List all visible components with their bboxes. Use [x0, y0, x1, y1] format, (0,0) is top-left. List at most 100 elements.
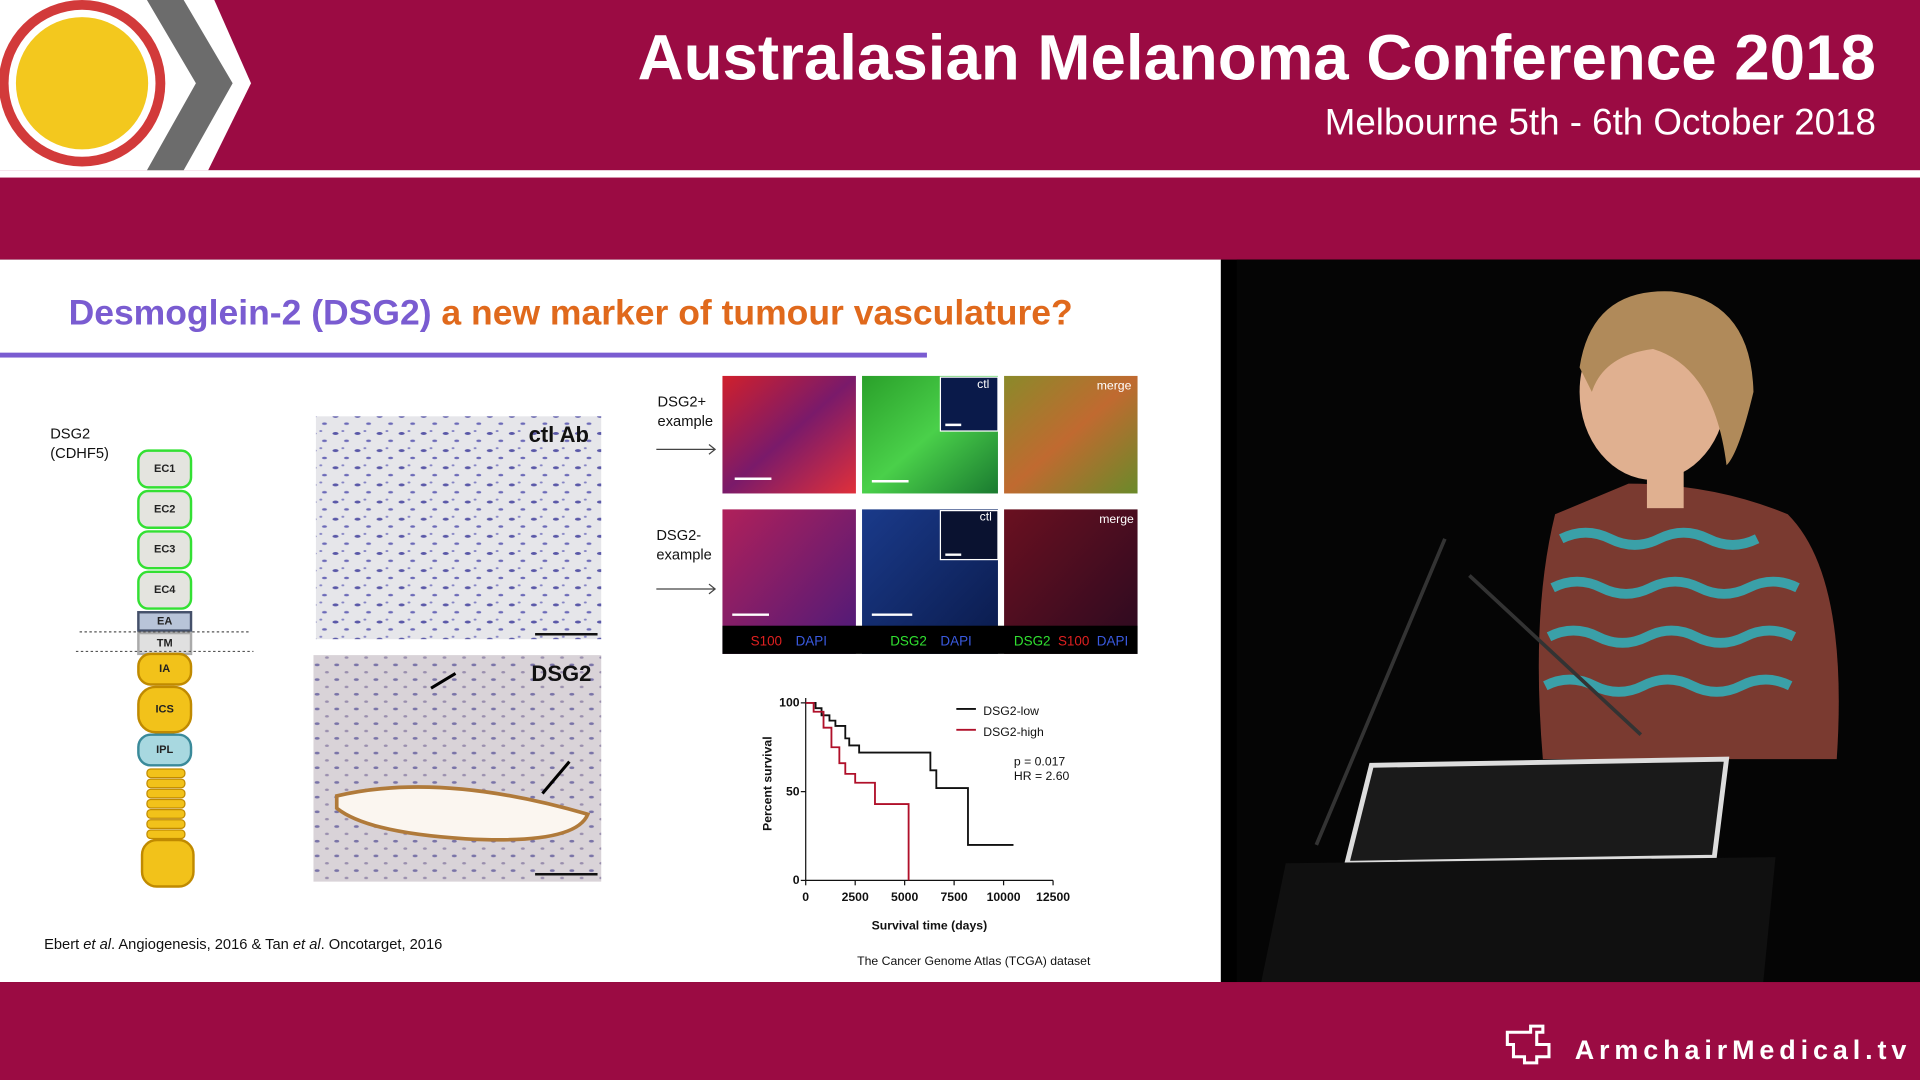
domain-stripe — [146, 798, 186, 809]
stain-label: DSG2 DAPI — [890, 633, 972, 648]
x-tick-label: 5000 — [891, 890, 918, 904]
slide-title: Desmoglein-2 (DSG2) a new marker of tumo… — [69, 292, 1073, 332]
x-axis-label: Survival time (days) — [872, 918, 988, 932]
stain: DAPI — [796, 633, 827, 648]
dress-pattern — [1543, 527, 1800, 697]
survival-curve — [805, 701, 1014, 846]
domain-diagram: EC1 EC2 EC3 EC4 EA TM IA ICS IPL — [137, 449, 195, 888]
legend-label: DSG2-high — [983, 725, 1044, 739]
x-tick-label: 12500 — [1036, 890, 1070, 904]
domain — [137, 685, 193, 734]
citation-part: . Angiogenesis, 2016 & Tan — [111, 937, 293, 953]
citation-part: et al — [293, 937, 321, 953]
inset-label: ctl — [980, 509, 992, 523]
logo-sun — [15, 17, 149, 150]
inset-label: merge — [1097, 378, 1132, 392]
domain-label: EA — [157, 615, 172, 627]
domain-label: EC4 — [154, 584, 176, 596]
stain: S100 — [1058, 633, 1089, 648]
row-label: DSG2+ — [658, 395, 707, 411]
citation-part: et al — [83, 937, 111, 953]
domain-label: EC2 — [154, 503, 175, 515]
title-part: a new marker of tumour vasculature? — [441, 292, 1072, 332]
stain: DAPI — [1097, 633, 1128, 648]
legend-label: DSG2-low — [983, 704, 1039, 718]
domain-label: TM — [157, 637, 173, 649]
microphone — [1314, 538, 1643, 846]
domain-label: ICS — [156, 703, 174, 715]
stain: S100 — [751, 633, 782, 648]
micrograph-label: DSG2 — [531, 661, 591, 686]
domain-stripe — [146, 778, 186, 789]
domain-stripe — [146, 768, 186, 779]
protein-label: (CDHF5) — [50, 446, 109, 462]
domain — [137, 570, 193, 610]
annotation: HR = 2.60 — [1014, 769, 1070, 783]
header-title: Australasian Melanoma Conference 2018 — [638, 23, 1876, 94]
speaker-neck — [1646, 471, 1684, 509]
annotation: p = 0.017 — [1014, 754, 1066, 768]
domain — [137, 733, 193, 767]
km-chart: 0 2500 5000 7500 10000 12500 0 50 100 Survival ti… — [760, 696, 1070, 933]
stain: DSG2 — [890, 633, 927, 648]
lectern — [1261, 857, 1776, 983]
domain-stripe — [146, 809, 186, 819]
y-axis-label: Percent survival — [760, 736, 774, 831]
domain-stripe — [146, 819, 186, 829]
inset — [939, 376, 999, 432]
footer-band — [0, 982, 1920, 1080]
stain-bar — [722, 625, 1138, 654]
speaker-body — [1538, 483, 1839, 760]
lectern-screen — [1343, 756, 1730, 866]
protein-label: DSG2 — [50, 426, 90, 442]
domain — [137, 489, 193, 529]
inset — [939, 510, 999, 561]
domain-label: IA — [159, 663, 170, 675]
citation-part: Ebert — [44, 937, 83, 953]
scale-bar — [732, 423, 962, 616]
domain — [137, 611, 193, 632]
row-label: example — [658, 414, 714, 430]
x-tick-label: 0 — [802, 890, 809, 904]
brand: ArmchairMedical.tv — [1575, 1035, 1912, 1065]
title-rule — [0, 352, 927, 358]
fluor-panel — [1004, 375, 1138, 494]
domain-label: IPL — [156, 744, 173, 756]
x-tick-label: 7500 — [941, 890, 968, 904]
x-tick-label: 2500 — [842, 890, 869, 904]
stain-label: DSG2 S100 DAPI — [1014, 633, 1128, 648]
domain-stripe — [146, 829, 186, 840]
row-label: DSG2- — [656, 528, 701, 544]
header-subtitle: Melbourne 5th - 6th October 2018 — [1325, 102, 1876, 143]
header-band — [0, 0, 1920, 260]
citation: Ebert et al. Angiogenesis, 2016 & Tan et… — [44, 937, 442, 953]
x-tick-label: 10000 — [987, 890, 1021, 904]
citation-part: . Oncotarget, 2016 — [321, 937, 443, 953]
logo-chevron-grey — [146, 0, 233, 171]
speaker-hair — [1579, 291, 1754, 466]
domain-tail — [140, 838, 195, 888]
survival-curve — [805, 701, 910, 881]
inset-label: merge — [1099, 512, 1134, 526]
micrograph-dsg2 — [313, 655, 602, 882]
stain-label: S100 DAPI — [751, 633, 827, 648]
domain-stripe — [146, 788, 186, 799]
brand-icon — [1505, 1024, 1551, 1065]
domain — [137, 449, 193, 489]
y-tick-label: 0 — [793, 873, 800, 887]
dataset-note: The Cancer Genome Atlas (TCGA) dataset — [857, 954, 1091, 968]
header-rule — [0, 170, 1920, 178]
domain-label: EC3 — [154, 544, 175, 556]
arrow — [430, 672, 571, 795]
domain — [137, 530, 193, 570]
domain — [137, 652, 193, 686]
row-label: example — [656, 548, 712, 564]
fluor-panel — [722, 375, 856, 494]
stain: DSG2 — [1014, 633, 1051, 648]
title-part: Desmoglein-2 (DSG2) — [69, 292, 432, 332]
y-tick-label: 100 — [779, 696, 800, 710]
row-arrow — [656, 444, 717, 595]
stain: DAPI — [940, 633, 971, 648]
